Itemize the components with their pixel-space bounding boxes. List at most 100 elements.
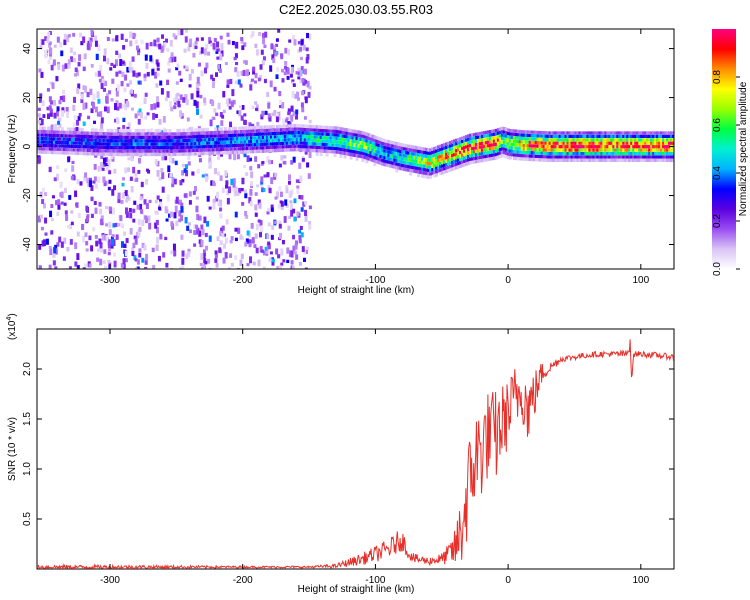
heatmap-ridge-cell xyxy=(626,134,630,138)
heatmap-ridge-cell xyxy=(54,133,58,138)
heatmap-cell xyxy=(205,43,209,50)
heatmap-ridge-cell xyxy=(257,146,261,150)
heatmap-ridge-cell xyxy=(355,140,359,144)
heatmap-cell xyxy=(303,68,307,75)
heatmap-cell xyxy=(165,262,169,268)
heatmap-ridge-cell xyxy=(592,138,596,142)
heatmap-ridge-cell xyxy=(311,149,315,153)
heatmap-ridge-cell xyxy=(612,158,616,162)
heatmap-ridge-cell xyxy=(110,139,114,143)
heatmap-cell xyxy=(202,249,206,257)
heatmap-cell xyxy=(187,153,191,160)
heatmap-ridge-cell xyxy=(180,152,184,156)
heatmap-ridge-cell xyxy=(301,124,305,128)
heatmap-cell xyxy=(149,129,153,135)
heatmap-ridge-cell xyxy=(648,131,652,135)
heatmap-ridge-cell xyxy=(236,147,240,151)
heatmap-ridge-cell xyxy=(490,139,494,144)
heatmap-cell xyxy=(117,196,121,204)
heatmap-ridge-cell xyxy=(492,153,496,157)
heatmap-ridge-cell xyxy=(534,151,538,155)
heatmap-ridge-cell xyxy=(628,131,632,135)
heatmap-ridge-cell xyxy=(586,145,590,149)
heatmap-cell xyxy=(111,156,115,162)
heatmap-ridge-cell xyxy=(518,150,522,154)
heatmap-ridge-cell xyxy=(242,147,246,151)
heatmap-cell xyxy=(204,232,208,238)
heatmap-cell xyxy=(289,200,293,204)
heatmap-ridge-cell xyxy=(313,149,317,153)
heatmap-cell xyxy=(120,263,124,268)
heatmap-ridge-cell xyxy=(494,132,498,136)
heatmap-ridge-cell xyxy=(363,152,367,156)
y-tick-label: 1.0 xyxy=(22,462,33,476)
heatmap-ridge-cell xyxy=(498,151,502,155)
heatmap-ridge-cell xyxy=(670,138,674,142)
heatmap-ridge-cell xyxy=(200,131,204,135)
heatmap-cell xyxy=(290,260,294,265)
heatmap-ridge-cell xyxy=(281,131,285,135)
heatmap-ridge-cell xyxy=(468,147,472,151)
heatmap-cell xyxy=(249,256,253,264)
heatmap-cell xyxy=(155,83,159,88)
heatmap-cell xyxy=(270,207,274,212)
heatmap-ridge-cell xyxy=(586,151,590,156)
heatmap-ridge-cell xyxy=(120,135,124,139)
heatmap-ridge-cell xyxy=(277,141,281,146)
heatmap-ridge-cell xyxy=(269,128,273,132)
heatmap-ridge-cell xyxy=(301,138,305,142)
heatmap-ridge-cell xyxy=(323,142,327,147)
heatmap-cell xyxy=(300,195,304,200)
heatmap-cell xyxy=(55,110,59,117)
heatmap-ridge-cell xyxy=(457,158,461,162)
heatmap-ridge-cell xyxy=(253,132,257,137)
heatmap-ridge-cell xyxy=(618,151,622,156)
heatmap-ridge-cell xyxy=(642,141,646,145)
heatmap-ridge-cell xyxy=(459,137,463,141)
top-x-axis-label: Height of straight line (km) xyxy=(298,285,415,296)
heatmap-cell xyxy=(271,260,275,266)
heatmap-ridge-cell xyxy=(638,155,642,159)
heatmap-ridge-cell xyxy=(466,151,470,155)
heatmap-ridge-cell xyxy=(56,140,60,145)
heatmap-cell xyxy=(151,68,155,76)
heatmap-ridge-cell xyxy=(361,134,365,138)
heatmap-cell xyxy=(48,31,52,36)
heatmap-ridge-cell xyxy=(259,146,263,150)
heatmap-ridge-cell xyxy=(359,137,363,141)
heatmap-cell xyxy=(80,98,84,104)
heatmap-ridge-cell xyxy=(112,139,116,143)
heatmap-ridge-cell xyxy=(170,149,174,153)
heatmap-cell xyxy=(224,252,228,259)
heatmap-ridge-cell xyxy=(365,156,369,160)
heatmap-ridge-cell xyxy=(590,158,594,162)
heatmap-ridge-cell xyxy=(528,144,532,148)
heatmap-ridge-cell xyxy=(592,134,596,138)
heatmap-ridge-cell xyxy=(548,158,552,162)
heatmap-cell xyxy=(115,50,119,55)
heatmap-ridge-cell xyxy=(154,142,158,146)
heatmap-ridge-cell xyxy=(476,159,480,163)
heatmap-cell xyxy=(135,72,139,78)
heatmap-ridge-cell xyxy=(628,141,632,145)
heatmap-cell xyxy=(300,232,304,238)
heatmap-ridge-cell xyxy=(255,139,259,143)
heatmap-cell xyxy=(143,97,147,105)
heatmap-ridge-cell xyxy=(136,152,140,157)
heatmap-ridge-cell xyxy=(435,166,439,170)
heatmap-ridge-cell xyxy=(532,130,536,134)
heatmap-ridge-cell xyxy=(226,133,230,138)
heatmap-cell xyxy=(72,122,76,127)
heatmap-cell xyxy=(169,211,173,218)
heatmap-ridge-cell xyxy=(461,160,465,164)
heatmap-cell xyxy=(173,249,177,257)
heatmap-ridge-cell xyxy=(660,145,664,149)
heatmap-ridge-cell xyxy=(419,160,423,164)
heatmap-ridge-cell xyxy=(293,148,297,152)
heatmap-ridge-cell xyxy=(652,151,656,156)
heatmap-ridge-cell xyxy=(307,148,311,152)
heatmap-ridge-cell xyxy=(586,158,590,162)
heatmap-ridge-cell xyxy=(449,161,453,165)
heatmap-ridge-cell xyxy=(134,132,138,136)
heatmap-cell xyxy=(37,113,41,118)
